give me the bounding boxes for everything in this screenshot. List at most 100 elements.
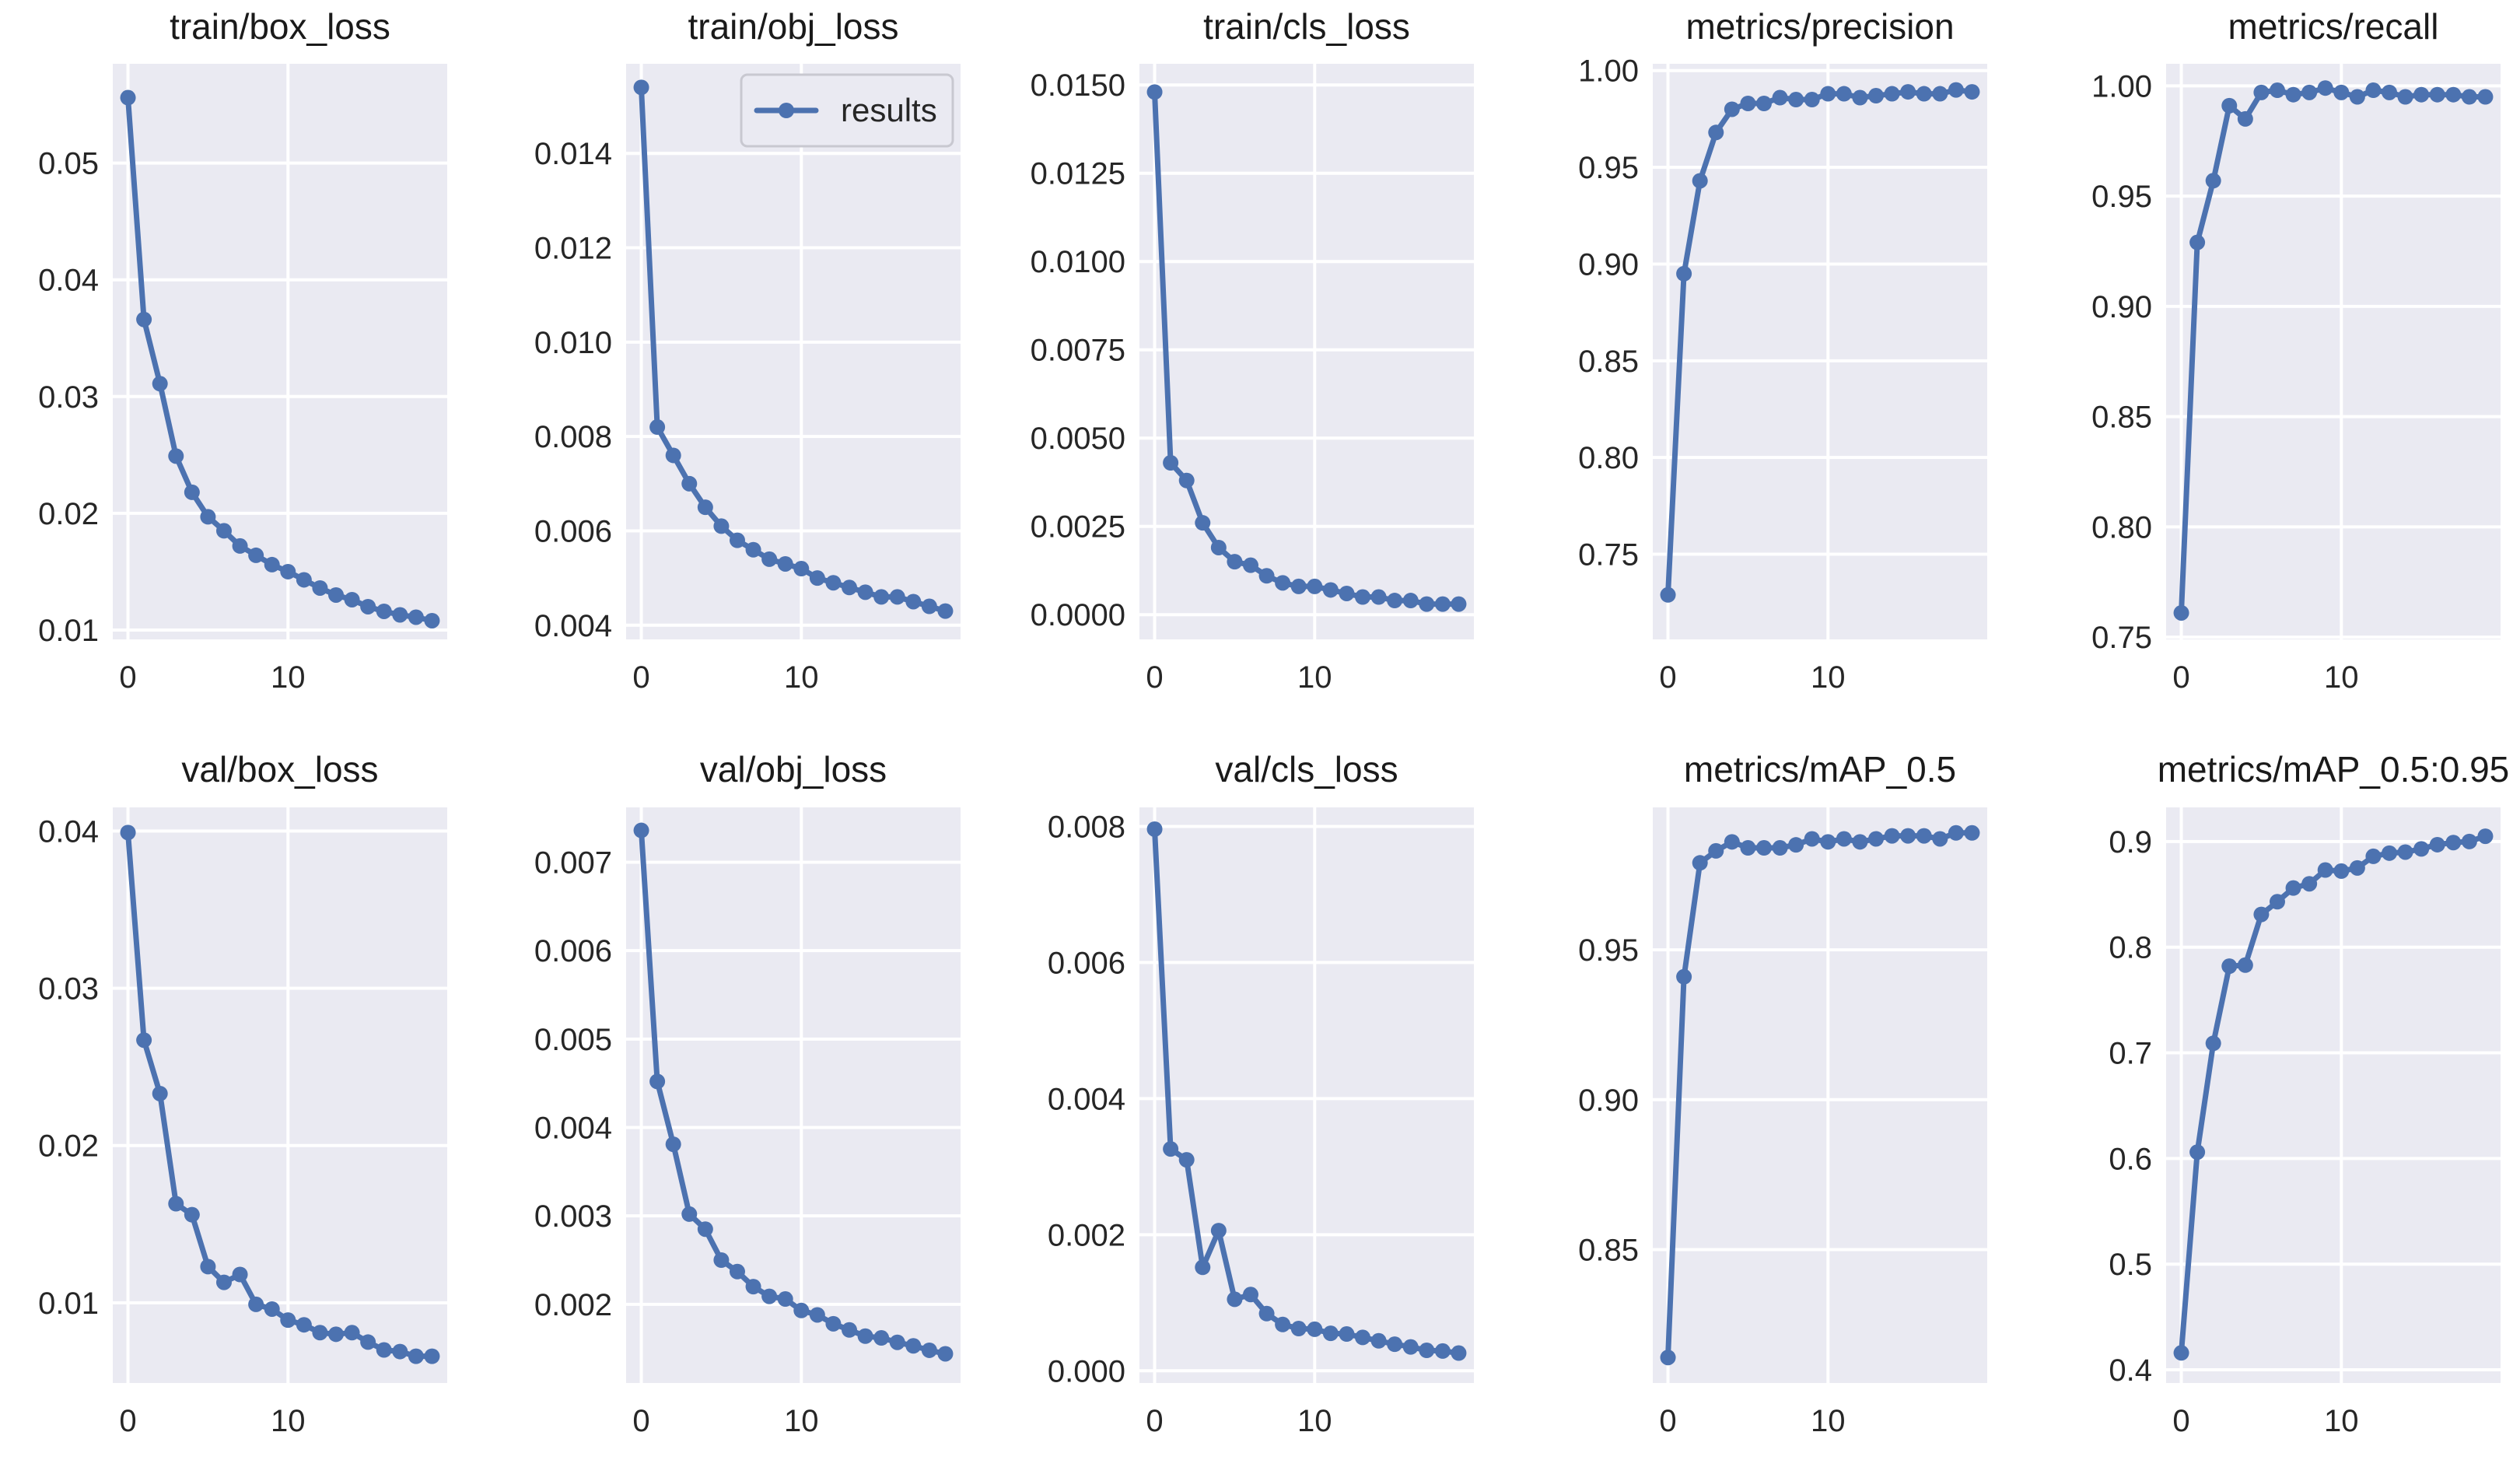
chart-metrics-recall-point: [2237, 110, 2253, 127]
chart-train-obj-loss-point: [745, 541, 761, 558]
chart-train-cls-loss-point: [1258, 568, 1275, 584]
chart-val-obj-loss-point: [937, 1346, 954, 1362]
chart-val-obj-loss-point: [905, 1338, 922, 1354]
chart-train-box-loss-point: [392, 607, 408, 623]
chart-train-box-loss-point: [264, 556, 280, 572]
chart-val-cls-loss-point: [1322, 1325, 1339, 1342]
chart-train-obj-loss-ytick-label: 0.012: [534, 232, 612, 266]
chart-train-cls-loss-point: [1227, 554, 1243, 570]
chart-train-box-loss-ytick-label: 0.01: [38, 614, 99, 648]
chart-val-cls-loss-ytick-label: 0.002: [1048, 1218, 1125, 1252]
chart-metrics-precision-point: [1724, 101, 1740, 117]
chart-val-box-loss-ytick-label: 0.03: [38, 972, 99, 1007]
chart-train-cls-loss-point: [1434, 596, 1451, 612]
chart-train-obj-loss-point: [633, 79, 649, 96]
chart-metrics-map-0-5-ytick-label: 0.85: [1578, 1233, 1639, 1267]
chart-metrics-precision-point: [1900, 84, 1916, 100]
chart-metrics-map-0-5-0-95-point: [2413, 841, 2430, 857]
chart-val-cls-loss-ytick-label: 0.006: [1048, 946, 1125, 980]
chart-train-box-loss-ytick-label: 0.02: [38, 497, 99, 531]
legend-box: [740, 73, 954, 148]
chart-val-obj-loss-point: [745, 1279, 761, 1295]
chart-val-cls-loss-plot-area: [1139, 807, 1474, 1383]
chart-metrics-precision-xtick-label: 0: [1659, 660, 1676, 695]
chart-train-box-loss-plot-area: [113, 64, 447, 639]
chart-val-cls-loss-point: [1402, 1339, 1419, 1355]
legend-label: results: [841, 92, 937, 128]
chart-val-obj-loss-xtick-label: 0: [632, 1404, 649, 1438]
chart-metrics-precision-point: [1948, 82, 1964, 98]
chart-val-cls-loss-xtick-label: 10: [1297, 1404, 1332, 1438]
chart-metrics-recall-point: [2173, 604, 2189, 621]
chart-metrics-precision-point: [1932, 86, 1948, 102]
chart-metrics-recall-point: [2301, 84, 2318, 100]
chart-train-box-loss-title: train/box_loss: [170, 6, 390, 47]
chart-val-box-loss-point: [376, 1342, 392, 1358]
chart-train-box-loss-point: [424, 612, 440, 628]
chart-val-box-loss-point: [184, 1206, 200, 1223]
chart-metrics-precision-point: [1740, 95, 1756, 111]
chart-val-box-loss-point: [392, 1343, 408, 1360]
chart-metrics-map-0-5-0-95-xtick-label: 10: [2324, 1404, 2359, 1438]
chart-train-cls-loss-ytick-label: 0.0050: [1031, 422, 1125, 456]
chart-train-cls-loss-point: [1290, 578, 1307, 594]
chart-metrics-precision-point: [1836, 86, 1852, 102]
chart-metrics-map-0-5-0-95-point: [2285, 880, 2301, 896]
chart-metrics-map-0-5-ytick-label: 0.95: [1578, 933, 1639, 968]
chart-metrics-map-0-5-point: [1852, 834, 1868, 850]
chart-train-cls-loss-point: [1370, 589, 1387, 605]
chart-train-cls-loss-ytick-label: 0.0025: [1031, 510, 1125, 544]
chart-metrics-map-0-5-0-95-point: [2301, 876, 2318, 892]
chart-val-obj-loss-xtick-label: 10: [784, 1404, 819, 1438]
chart-train-cls-loss-point: [1178, 472, 1195, 488]
chart-val-obj-loss-point: [729, 1263, 745, 1280]
chart-metrics-recall-ytick-label: 0.85: [2091, 401, 2152, 435]
chart-train-obj-loss-ytick-label: 0.004: [534, 609, 612, 643]
chart-train-obj-loss-ytick-label: 0.010: [534, 326, 612, 360]
chart-metrics-recall-xtick-label: 0: [2172, 660, 2189, 695]
chart-val-cls-loss-point: [1146, 821, 1163, 837]
chart-val-box-loss-point: [408, 1348, 424, 1364]
chart-metrics-precision-point: [1660, 586, 1676, 603]
chart-metrics-recall-point: [2413, 86, 2430, 103]
chart-val-box-loss-point: [136, 1032, 152, 1049]
chart-metrics-map-0-5-ytick-label: 0.90: [1578, 1084, 1639, 1118]
chart-train-box-loss-xtick-label: 0: [119, 660, 136, 695]
chart-train-cls-loss-ytick-label: 0.0075: [1031, 334, 1125, 368]
chart-metrics-recall-ytick-label: 0.90: [2091, 290, 2152, 324]
chart-val-obj-loss-point: [633, 822, 649, 839]
chart-metrics-map-0-5-0-95-point: [2221, 958, 2238, 975]
chart-val-box-loss-point: [120, 825, 136, 841]
chart-metrics-map-0-5-0-95-point: [2317, 862, 2333, 878]
chart-metrics-precision-point: [1852, 89, 1868, 106]
chart-metrics-map-0-5-point: [1708, 842, 1724, 859]
chart-val-box-loss-ytick-label: 0.02: [38, 1129, 99, 1164]
chart-train-obj-loss-point: [809, 570, 825, 586]
chart-metrics-map-0-5-point: [1676, 968, 1692, 985]
chart-val-cls-loss-point: [1419, 1343, 1435, 1359]
chart-metrics-map-0-5-xtick-label: 10: [1811, 1404, 1846, 1438]
chart-train-obj-loss-plot-area: [626, 64, 961, 639]
chart-val-box-loss-point: [248, 1296, 264, 1312]
chart-metrics-map-0-5-0-95-point: [2365, 848, 2382, 864]
chart-train-box-loss-xtick-label: 10: [271, 660, 306, 695]
chart-metrics-map-0-5-0-95-point: [2445, 835, 2462, 851]
chart-val-obj-loss-point: [649, 1073, 666, 1090]
chart-val-obj-loss-ytick-label: 0.002: [534, 1288, 612, 1322]
chart-train-obj-loss-point: [665, 447, 681, 464]
chart-val-cls-loss-ytick-label: 0.004: [1048, 1082, 1125, 1116]
chart-metrics-map-0-5-0-95-title: metrics/mAP_0.5:0.95: [2158, 749, 2510, 790]
chart-train-obj-loss-point: [873, 589, 890, 605]
chart-val-cls-loss-point: [1434, 1343, 1451, 1359]
chart-train-box-loss-point: [376, 603, 392, 619]
chart-val-cls-loss-point: [1242, 1287, 1258, 1303]
chart-metrics-map-0-5-point: [1884, 828, 1900, 844]
chart-metrics-map-0-5-0-95-point: [2269, 894, 2285, 910]
chart-metrics-precision-point: [1820, 86, 1836, 102]
chart-metrics-precision-point: [1772, 89, 1788, 106]
chart-train-cls-loss-point: [1195, 515, 1211, 531]
chart-val-box-loss-point: [296, 1317, 312, 1333]
chart-train-cls-loss: train/cls_loss 0.0000 0.0025 0.0050 0.0075 0.…: [1031, 6, 1474, 695]
chart-metrics-precision-ytick-label: 0.90: [1578, 247, 1639, 282]
chart-metrics-recall-point: [2429, 86, 2445, 103]
